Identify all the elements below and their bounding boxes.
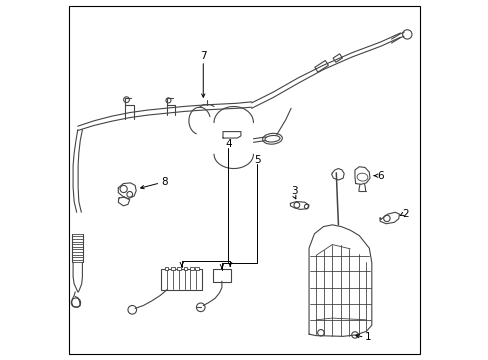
Text: 1: 1	[364, 332, 371, 342]
Text: 8: 8	[161, 177, 168, 187]
Bar	[171, 267, 174, 270]
Text: 2: 2	[401, 209, 407, 219]
Bar	[190, 267, 193, 270]
Bar	[195, 267, 199, 270]
Text: 4: 4	[224, 139, 231, 149]
Text: 3: 3	[290, 186, 297, 197]
Bar	[183, 267, 187, 270]
Text: 5: 5	[253, 155, 260, 165]
FancyBboxPatch shape	[161, 269, 202, 290]
Text: 7: 7	[200, 51, 206, 61]
Polygon shape	[314, 60, 328, 72]
Bar	[177, 267, 181, 270]
Bar	[164, 267, 168, 270]
Text: 6: 6	[377, 171, 383, 181]
FancyBboxPatch shape	[213, 269, 230, 282]
Polygon shape	[332, 54, 342, 62]
